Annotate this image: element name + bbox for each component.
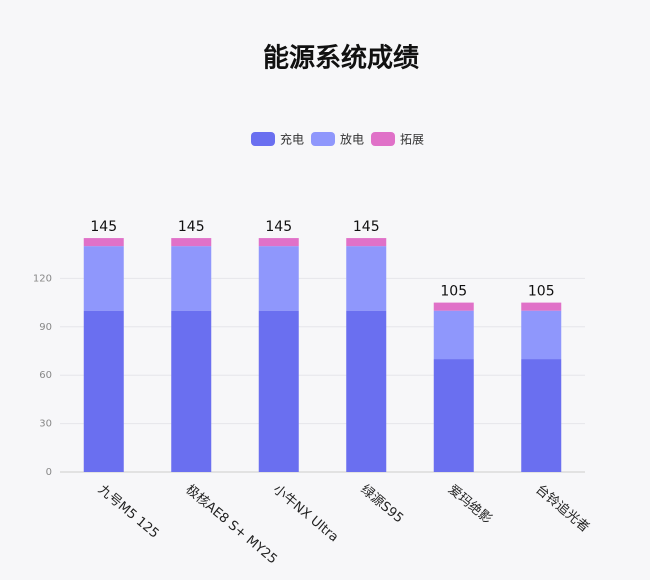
total-label: 145: [90, 219, 117, 235]
legend-swatch: [311, 132, 335, 146]
legend-label: 放电: [340, 132, 364, 147]
total-label: 145: [353, 219, 380, 235]
total-label: 105: [528, 284, 555, 300]
bar-segment: [83, 238, 124, 247]
bar-segment: [258, 238, 299, 247]
bar-segment: [433, 359, 474, 472]
chart-title: 能源系统成绩: [263, 43, 419, 74]
y-tick-label: 90: [39, 322, 52, 333]
bar-segment: [346, 238, 387, 247]
y-tick-label: 60: [39, 370, 52, 381]
total-label: 105: [440, 284, 467, 300]
bar-segment: [258, 310, 299, 472]
bar-segment: [433, 302, 474, 311]
legend-label: 拓展: [400, 133, 424, 147]
y-tick-label: 120: [33, 273, 52, 284]
legend-label: 充电: [280, 132, 304, 147]
y-tick-label: 30: [39, 419, 52, 430]
bar-segment: [258, 246, 299, 311]
bar-segment: [171, 238, 212, 247]
total-label: 145: [265, 219, 292, 235]
bar-segment: [521, 302, 562, 311]
bar-segment: [346, 310, 387, 472]
bar-segment: [521, 310, 562, 360]
bar-segment: [346, 246, 387, 311]
bar-segment: [171, 246, 212, 311]
y-tick-label: 0: [46, 467, 52, 478]
total-label: 145: [178, 219, 205, 235]
legend-swatch: [251, 132, 275, 146]
bar-segment: [83, 310, 124, 472]
bar-segment: [521, 359, 562, 472]
legend-swatch: [371, 132, 395, 146]
bar-segment: [171, 310, 212, 472]
bar-segment: [83, 246, 124, 311]
bar-segment: [433, 310, 474, 360]
